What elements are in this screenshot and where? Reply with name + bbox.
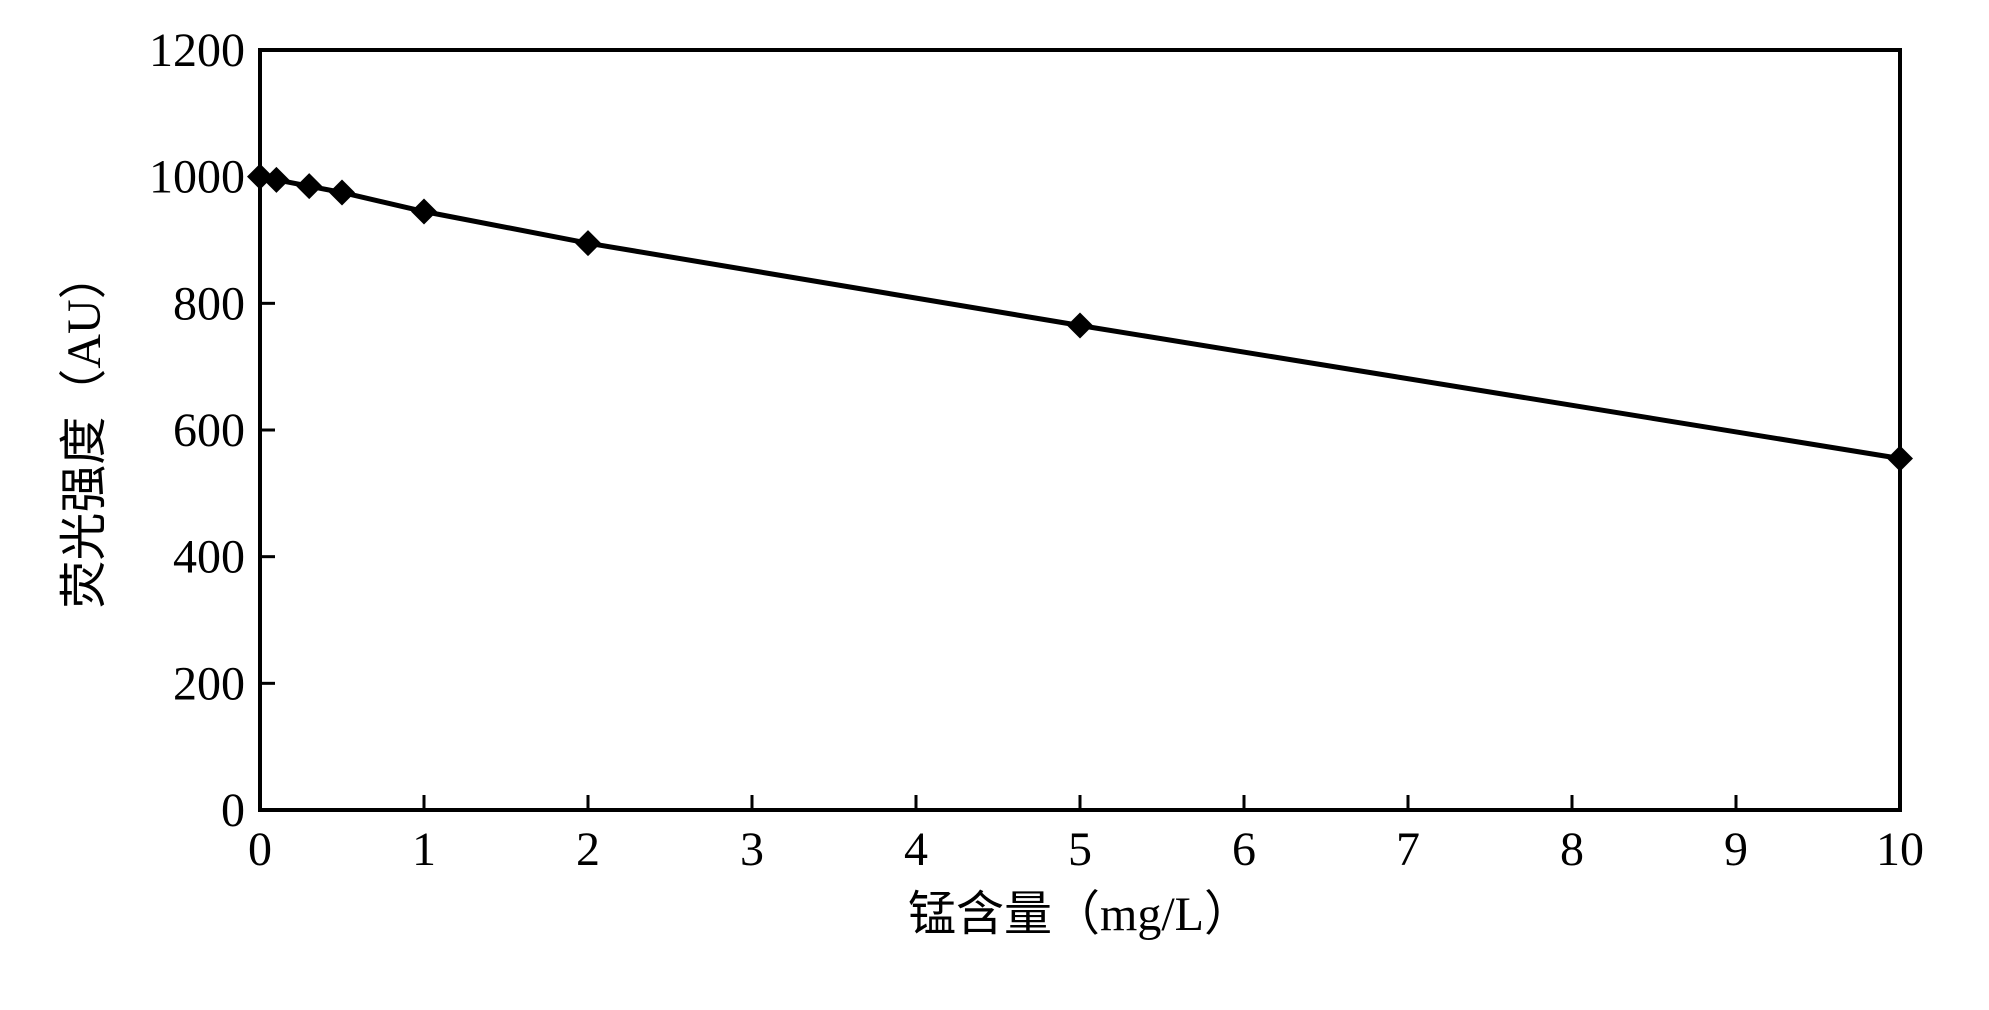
data-marker <box>296 173 322 199</box>
x-tick-label: 10 <box>1876 823 1924 876</box>
data-marker <box>329 180 355 206</box>
data-marker <box>575 230 601 256</box>
x-tick-label: 5 <box>1068 823 1092 876</box>
x-tick-label: 6 <box>1232 823 1256 876</box>
data-marker <box>263 167 289 193</box>
data-marker <box>1887 446 1913 472</box>
y-tick-label: 0 <box>221 784 245 837</box>
y-tick-label: 1200 <box>149 24 245 77</box>
plot-border <box>260 50 1900 810</box>
x-axis-label: 锰含量（mg/L） <box>908 888 1252 941</box>
data-marker <box>411 199 437 225</box>
x-tick-label: 9 <box>1724 823 1748 876</box>
chart-container: 0 1 2 3 4 5 6 7 8 9 10 0 200 400 600 800 1000 1200 锰含量（mg/… <box>50 20 1939 990</box>
x-tick-label: 3 <box>740 823 764 876</box>
chart-svg: 0 1 2 3 4 5 6 7 8 9 10 0 200 400 600 800 1000 1200 锰含量（mg/… <box>50 20 1939 990</box>
y-tick-label: 200 <box>173 657 245 710</box>
x-tick-label: 7 <box>1396 823 1420 876</box>
x-tick-label: 0 <box>248 823 272 876</box>
y-tick-label: 800 <box>173 277 245 330</box>
x-tick-label: 4 <box>904 823 928 876</box>
x-tick-label: 2 <box>576 823 600 876</box>
y-tick-label: 400 <box>173 531 245 584</box>
x-tick-label: 1 <box>412 823 436 876</box>
y-tick-label: 1000 <box>149 151 245 204</box>
y-tick-label: 600 <box>173 404 245 457</box>
y-axis-label: 荧光强度（AU） <box>58 251 111 608</box>
data-marker <box>1067 313 1093 339</box>
x-tick-label: 8 <box>1560 823 1584 876</box>
